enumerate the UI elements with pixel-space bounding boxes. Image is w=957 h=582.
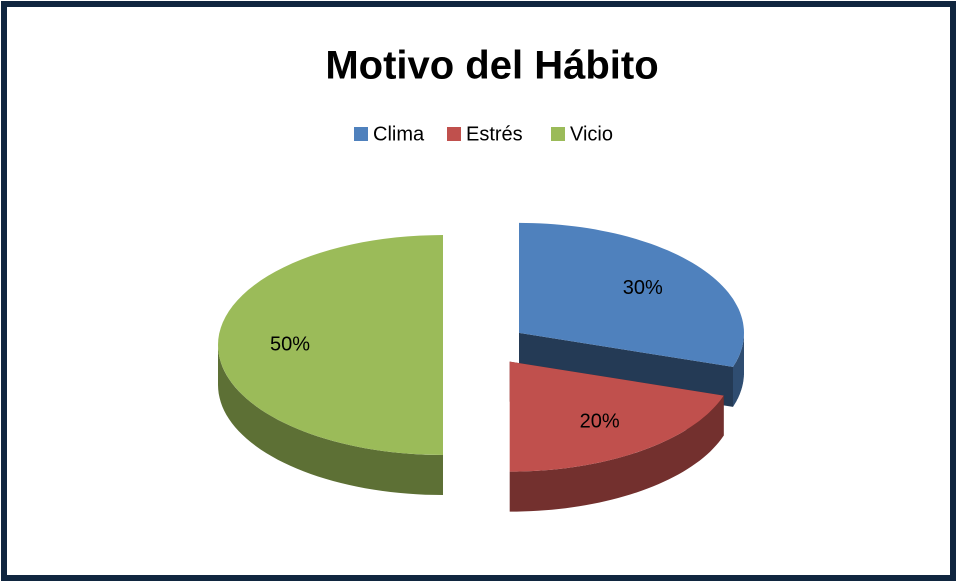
slice-side (733, 332, 744, 407)
chart-title: Motivo del Hábito (325, 44, 658, 88)
slice (218, 235, 443, 495)
data-label: 30% (623, 277, 663, 299)
slice-side (218, 345, 443, 495)
legend-swatch (354, 127, 368, 141)
pie: 30% 20% 50% (218, 222, 744, 512)
legend-label: Vicio (570, 123, 613, 145)
slice-side (509, 395, 724, 512)
slice-top (519, 222, 744, 367)
slice (519, 222, 744, 407)
legend-swatch (447, 127, 461, 141)
legend: Clima Estrés Vicio (354, 123, 613, 145)
data-label: 50% (270, 333, 310, 355)
slice-wall (519, 332, 733, 407)
legend-label: Clima (373, 123, 425, 145)
slice (509, 361, 724, 512)
data-label: 20% (580, 410, 620, 432)
slice-top (218, 235, 443, 455)
legend-label: Estrés (466, 123, 523, 145)
slice-top (509, 361, 724, 472)
legend-swatch (551, 127, 565, 141)
